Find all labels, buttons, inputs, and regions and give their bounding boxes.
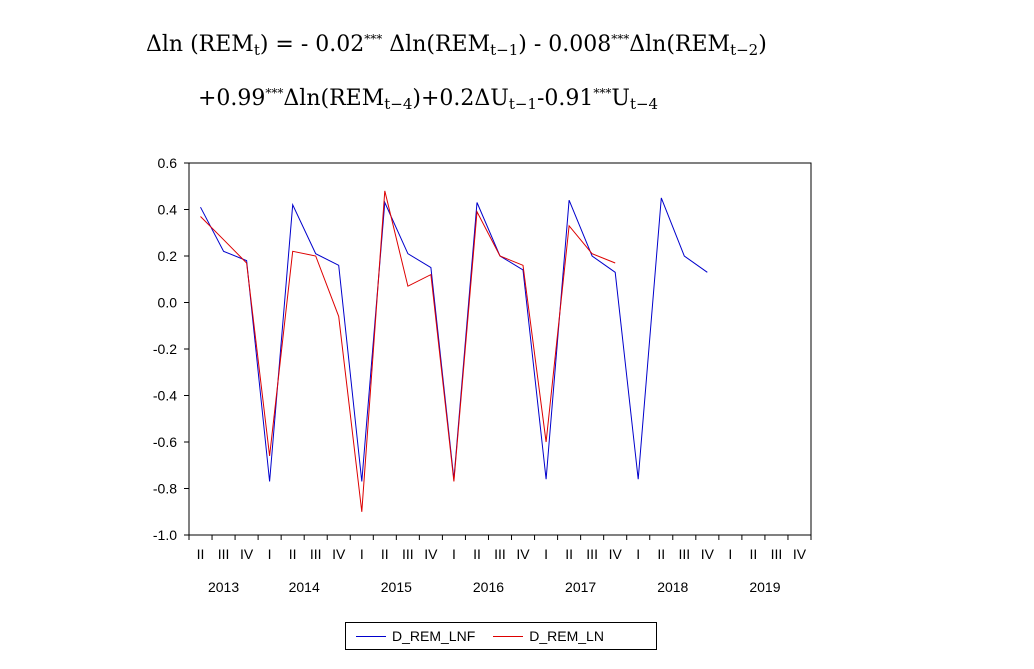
eq-subscript: t−4 xyxy=(629,95,659,113)
x-year-label: 2019 xyxy=(749,579,780,595)
x-quarter-label: IV xyxy=(332,546,346,562)
x-year-label: 2014 xyxy=(289,579,320,595)
y-tick-label: -1.0 xyxy=(153,527,177,543)
x-quarter-label: I xyxy=(452,546,456,562)
x-quarter-label: IV xyxy=(701,546,715,562)
y-tick-label: -0.2 xyxy=(153,341,177,357)
eq-term: U xyxy=(611,86,630,111)
x-quarter-label: I xyxy=(636,546,640,562)
series-line-1 xyxy=(200,197,708,482)
x-quarter-label: III xyxy=(771,546,783,562)
x-year-label: 2013 xyxy=(208,579,239,595)
eq-significance-stars: *** xyxy=(593,86,612,100)
x-quarter-label: III xyxy=(586,546,598,562)
legend-label-series-1: D_REM_LNF xyxy=(392,628,476,644)
eq-subscript: t−2 xyxy=(730,41,759,59)
legend-item-series-2: D_REM_LN xyxy=(493,628,604,644)
x-quarter-label: II xyxy=(750,546,758,562)
equation-line-1: Δln (REMt) = - 0.02*** Δln(REMt−1) - 0.0… xyxy=(146,32,767,59)
chart-legend: D_REM_LNF D_REM_LN xyxy=(345,622,657,650)
y-tick-label: 0.4 xyxy=(158,202,178,218)
legend-label-series-2: D_REM_LN xyxy=(529,628,604,644)
x-quarter-label: I xyxy=(268,546,272,562)
x-quarter-label: IV xyxy=(793,546,807,562)
legend-item-series-1: D_REM_LNF xyxy=(356,628,475,644)
series-line-2 xyxy=(200,190,616,512)
eq-lhs: Δln (REM xyxy=(146,32,254,57)
x-quarter-label: IV xyxy=(424,546,438,562)
x-year-label: 2018 xyxy=(657,579,688,595)
x-quarter-label: I xyxy=(544,546,548,562)
x-quarter-label: IV xyxy=(516,546,530,562)
equation-line-2: +0.99***Δln(REMt−4)+0.2ΔUt−1-0.91***Ut−4 xyxy=(198,86,658,113)
legend-swatch-series-1 xyxy=(356,635,386,637)
eq-subscript: t−1 xyxy=(508,95,537,113)
x-quarter-label: IV xyxy=(240,546,254,562)
x-quarter-label: II xyxy=(289,546,297,562)
x-quarter-label: I xyxy=(360,546,364,562)
eq-term: ) - 0.008 xyxy=(518,32,612,57)
x-quarter-label: III xyxy=(218,546,230,562)
x-quarter-label: II xyxy=(657,546,665,562)
eq-term: -0.91 xyxy=(536,86,594,111)
eq-term: +0.99 xyxy=(198,86,266,111)
eq-term: Δln(REM xyxy=(382,32,491,57)
eq-term: Δln(REM xyxy=(283,86,385,111)
y-tick-label: -0.6 xyxy=(153,434,177,450)
eq-subscript: t−4 xyxy=(384,95,413,113)
eq-significance-stars: *** xyxy=(364,32,383,46)
legend-swatch-series-2 xyxy=(493,635,524,637)
y-tick-label: 0.6 xyxy=(158,155,178,171)
x-quarter-label: II xyxy=(381,546,389,562)
eq-term: Δln(REM xyxy=(629,32,731,57)
x-quarter-label: I xyxy=(728,546,732,562)
y-tick-label: -0.4 xyxy=(153,388,177,404)
x-quarter-label: III xyxy=(494,546,506,562)
plot-frame xyxy=(188,162,812,536)
eq-lhs-close: ) = - 0.02 xyxy=(259,32,365,57)
x-quarter-label: III xyxy=(310,546,322,562)
x-quarter-label: III xyxy=(678,546,690,562)
eq-significance-stars: *** xyxy=(611,32,630,46)
eq-term: )+0.2ΔU xyxy=(412,86,509,111)
x-year-label: 2016 xyxy=(473,579,504,595)
y-tick-label: -0.8 xyxy=(153,481,177,497)
x-quarter-label: III xyxy=(402,546,414,562)
y-tick-label: 0.2 xyxy=(158,248,178,264)
eq-term: ) xyxy=(758,32,767,57)
x-quarter-label: II xyxy=(473,546,481,562)
x-quarter-label: II xyxy=(197,546,205,562)
x-year-label: 2017 xyxy=(565,579,596,595)
eq-significance-stars: *** xyxy=(265,86,284,100)
y-tick-label: 0.0 xyxy=(158,295,178,311)
x-quarter-label: IV xyxy=(609,546,623,562)
x-year-label: 2015 xyxy=(381,579,412,595)
eq-lhs-subscript: t xyxy=(253,41,260,59)
x-quarter-label: II xyxy=(565,546,573,562)
eq-subscript: t−1 xyxy=(490,41,519,59)
